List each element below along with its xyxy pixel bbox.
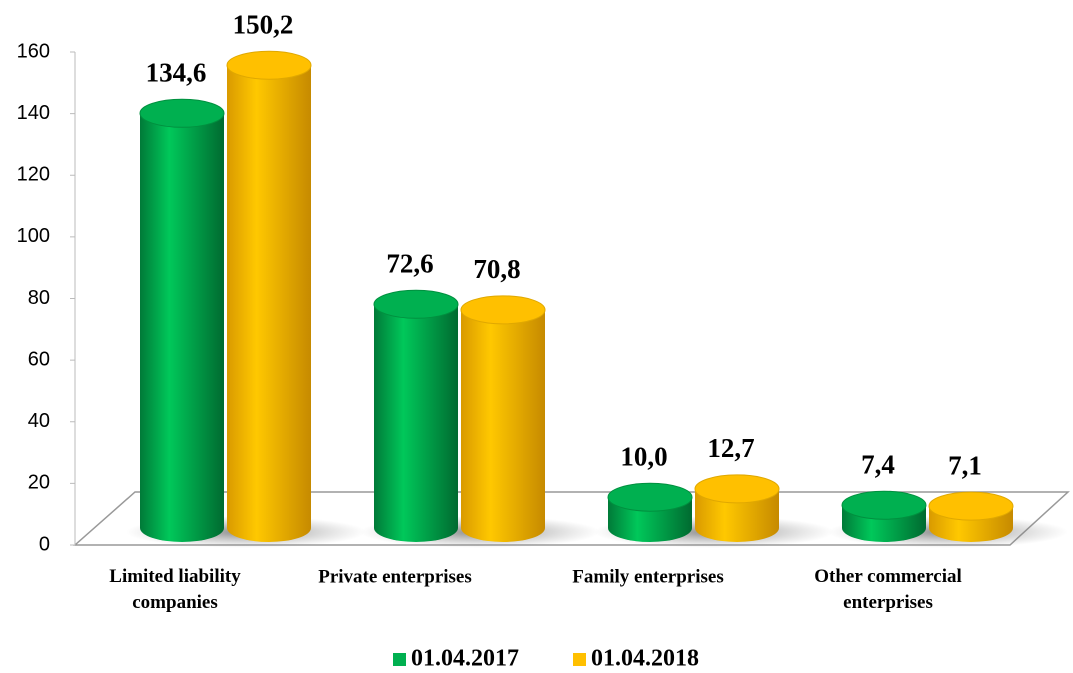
legend-label: 01.04.2018 [591, 646, 699, 672]
data-label: 10,0 [620, 441, 667, 471]
bar-top [139, 98, 225, 128]
bar [461, 309, 545, 542]
x-tick-label: Private enterprises [318, 566, 472, 587]
legend-swatch [573, 653, 586, 666]
y-tick-label: 140 [17, 102, 50, 124]
y-tick-label: 80 [28, 287, 50, 309]
legend-label: 01.04.2017 [411, 646, 519, 672]
data-label: 7,1 [948, 450, 982, 480]
x-tick-label: Limited liability companies [109, 566, 241, 613]
y-tick-label: 20 [28, 472, 50, 494]
data-label: 70,8 [473, 254, 520, 284]
y-tick-label: 120 [17, 164, 50, 186]
y-tick-label: 0 [39, 533, 50, 555]
bar-top [694, 474, 780, 504]
y-tick-label: 60 [28, 348, 50, 370]
bar [140, 113, 224, 543]
data-label: 72,6 [386, 249, 433, 279]
bar-top [226, 50, 312, 80]
x-tick-label: Other commercial enterprises [814, 566, 962, 613]
bar-top [607, 482, 693, 512]
y-tick-label: 160 [17, 40, 50, 62]
bar-top [841, 490, 927, 520]
bar [227, 65, 311, 542]
x-tick-label: Family enterprises [572, 566, 723, 587]
data-label: 150,2 [233, 9, 294, 39]
bar [374, 304, 458, 542]
bar-top [928, 491, 1014, 521]
data-label: 12,7 [707, 433, 754, 463]
bar [695, 488, 779, 542]
data-label: 7,4 [861, 449, 895, 479]
legend-swatch [393, 653, 406, 666]
data-label: 134,6 [146, 57, 207, 87]
y-tick-label: 100 [17, 225, 50, 247]
bar-top [460, 295, 546, 325]
y-tick-label: 40 [28, 410, 50, 432]
bar-top [373, 289, 459, 319]
